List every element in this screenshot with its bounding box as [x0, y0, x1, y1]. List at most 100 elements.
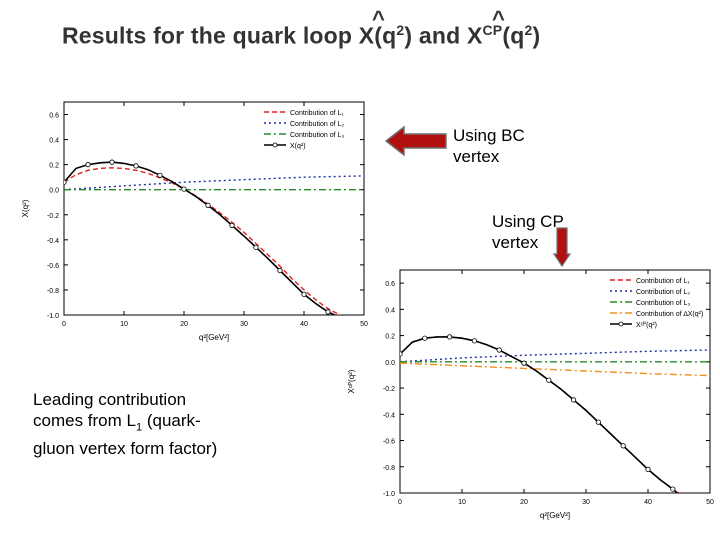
cp-vertex-chart: 0.6 0.4 0.2 0.0 -0.2 -0.4 -0.6 -0.8 -1.00 10 20 30 4…: [347, 269, 714, 520]
series-line: [64, 167, 342, 315]
data-point: [422, 335, 428, 341]
legend-label: Contribution of ∆X(q²): [636, 311, 703, 318]
note-text: (quark-: [142, 411, 201, 430]
x-axis-label: q²[GeV²]: [199, 333, 229, 342]
legend-marker: [618, 321, 624, 327]
note-line: comes from L1 (quark-: [33, 410, 217, 438]
data-point: [277, 267, 283, 274]
y-tick-label: -0.6: [47, 263, 59, 270]
legend-label: Contribution of L₂: [290, 121, 344, 128]
y-tick-label: 0.4: [385, 307, 395, 314]
y-tick-label: 0.6: [49, 113, 59, 120]
data-point: [496, 347, 502, 353]
y-tick-label: 0.0: [385, 360, 395, 367]
y-tick-label: -1.0: [47, 313, 59, 320]
series-line: [400, 336, 679, 493]
hat-symbol: ^: [372, 6, 385, 31]
data-point: [109, 159, 115, 165]
data-point: [85, 162, 91, 168]
y-axis-label: X(q²): [21, 199, 30, 217]
data-point: [253, 244, 259, 250]
x-tick-label: 50: [706, 499, 714, 506]
series-line: [64, 161, 337, 315]
data-point: [620, 443, 626, 449]
title-part: (q: [502, 22, 525, 49]
data-point: [670, 486, 676, 492]
y-tick-label: -0.2: [383, 386, 395, 393]
data-point: [229, 222, 235, 229]
data-point: [157, 172, 163, 178]
series-line: [400, 336, 681, 493]
data-point: [447, 334, 453, 340]
y-tick-label: 0.6: [385, 281, 395, 288]
y-tick-label: -0.4: [47, 238, 59, 245]
x-tick-label: 30: [240, 321, 248, 328]
y-tick-label: 0.4: [49, 138, 59, 145]
title-sup: 2: [396, 22, 405, 38]
y-tick-label: 0.0: [49, 188, 59, 195]
title-sup-cp: CP: [482, 22, 503, 38]
down-arrow-icon: [553, 227, 571, 268]
cp-label-line: Using CP: [492, 212, 564, 231]
x-tick-label: 40: [644, 499, 652, 506]
y-tick-label: -0.4: [383, 412, 395, 419]
plot-area: [64, 159, 364, 315]
y-tick-label: -0.8: [383, 465, 395, 472]
data-point: [571, 397, 577, 403]
y-tick-label: -0.8: [47, 288, 59, 295]
x-tick-label: 10: [458, 499, 466, 506]
x-tick-label: 0: [62, 321, 66, 328]
data-point: [595, 419, 601, 425]
data-point: [181, 186, 187, 192]
slide-title: Results for the quark loop X(q2) and XCP…: [62, 22, 540, 50]
data-point: [301, 291, 307, 297]
x-tick-label: 0: [398, 499, 402, 506]
note-text: comes from L: [33, 411, 136, 430]
legend-label: Contribution of L₂: [636, 289, 690, 296]
data-point: [645, 466, 651, 472]
series-line: [400, 362, 710, 377]
title-part: ): [532, 22, 541, 49]
data-point: [521, 360, 527, 366]
data-point: [471, 338, 477, 344]
x-tick-label: 40: [300, 321, 308, 328]
bc-vertex-chart: 0.6 0.4 0.2 0.0 -0.2 -0.4 -0.6 -0.8 -1.00 10 20 30 4…: [21, 101, 368, 342]
data-point: [546, 377, 552, 383]
y-tick-label: 0.2: [385, 334, 395, 341]
title-sup: 2: [524, 22, 533, 38]
title-part: Results for the quark loop X(q: [62, 22, 397, 49]
title-part: ) and X: [404, 22, 483, 49]
note-line: gluon vertex form factor): [33, 439, 218, 459]
note-subscript: 1: [135, 421, 143, 434]
data-point: [400, 351, 403, 357]
data-point: [205, 202, 211, 208]
bc-vertex-label: Using BC vertex: [453, 125, 525, 167]
data-point: [325, 309, 331, 315]
x-axis-label: q²[GeV²]: [540, 511, 570, 520]
y-tick-label: -1.0: [383, 491, 395, 498]
legend-label: Contribution of L₃: [290, 132, 344, 139]
x-tick-label: 10: [120, 321, 128, 328]
y-axis-label: Xᶜᴾ(q²): [347, 369, 356, 393]
note-line: Leading contribution: [33, 390, 187, 409]
data-point: [133, 163, 139, 169]
cp-vertex-label: Using CP vertex: [492, 211, 564, 253]
legend-label: Xᶜᴾ(q²): [636, 322, 657, 329]
plot-frame: [399, 269, 711, 494]
bc-label-line: vertex: [453, 147, 500, 166]
legend-label: Contribution of L₁: [636, 278, 690, 285]
legend-label: Contribution of L₃: [636, 300, 690, 307]
series-line: [64, 175, 364, 191]
legend-label: Contribution of L₁: [290, 110, 344, 117]
y-tick-label: 0.2: [49, 163, 59, 170]
x-tick-label: 20: [180, 321, 188, 328]
y-tick-label: -0.2: [47, 213, 59, 220]
plot-area: [400, 334, 710, 493]
x-tick-label: 30: [582, 499, 590, 506]
x-tick-label: 50: [360, 321, 368, 328]
plot-frame: [63, 101, 365, 316]
series-line: [400, 349, 710, 363]
left-arrow-icon: [384, 125, 447, 157]
data-point: [64, 179, 67, 185]
hat-symbol: ^: [492, 6, 505, 31]
